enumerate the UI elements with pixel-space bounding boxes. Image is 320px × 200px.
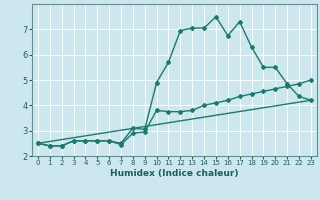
X-axis label: Humidex (Indice chaleur): Humidex (Indice chaleur) [110,169,239,178]
